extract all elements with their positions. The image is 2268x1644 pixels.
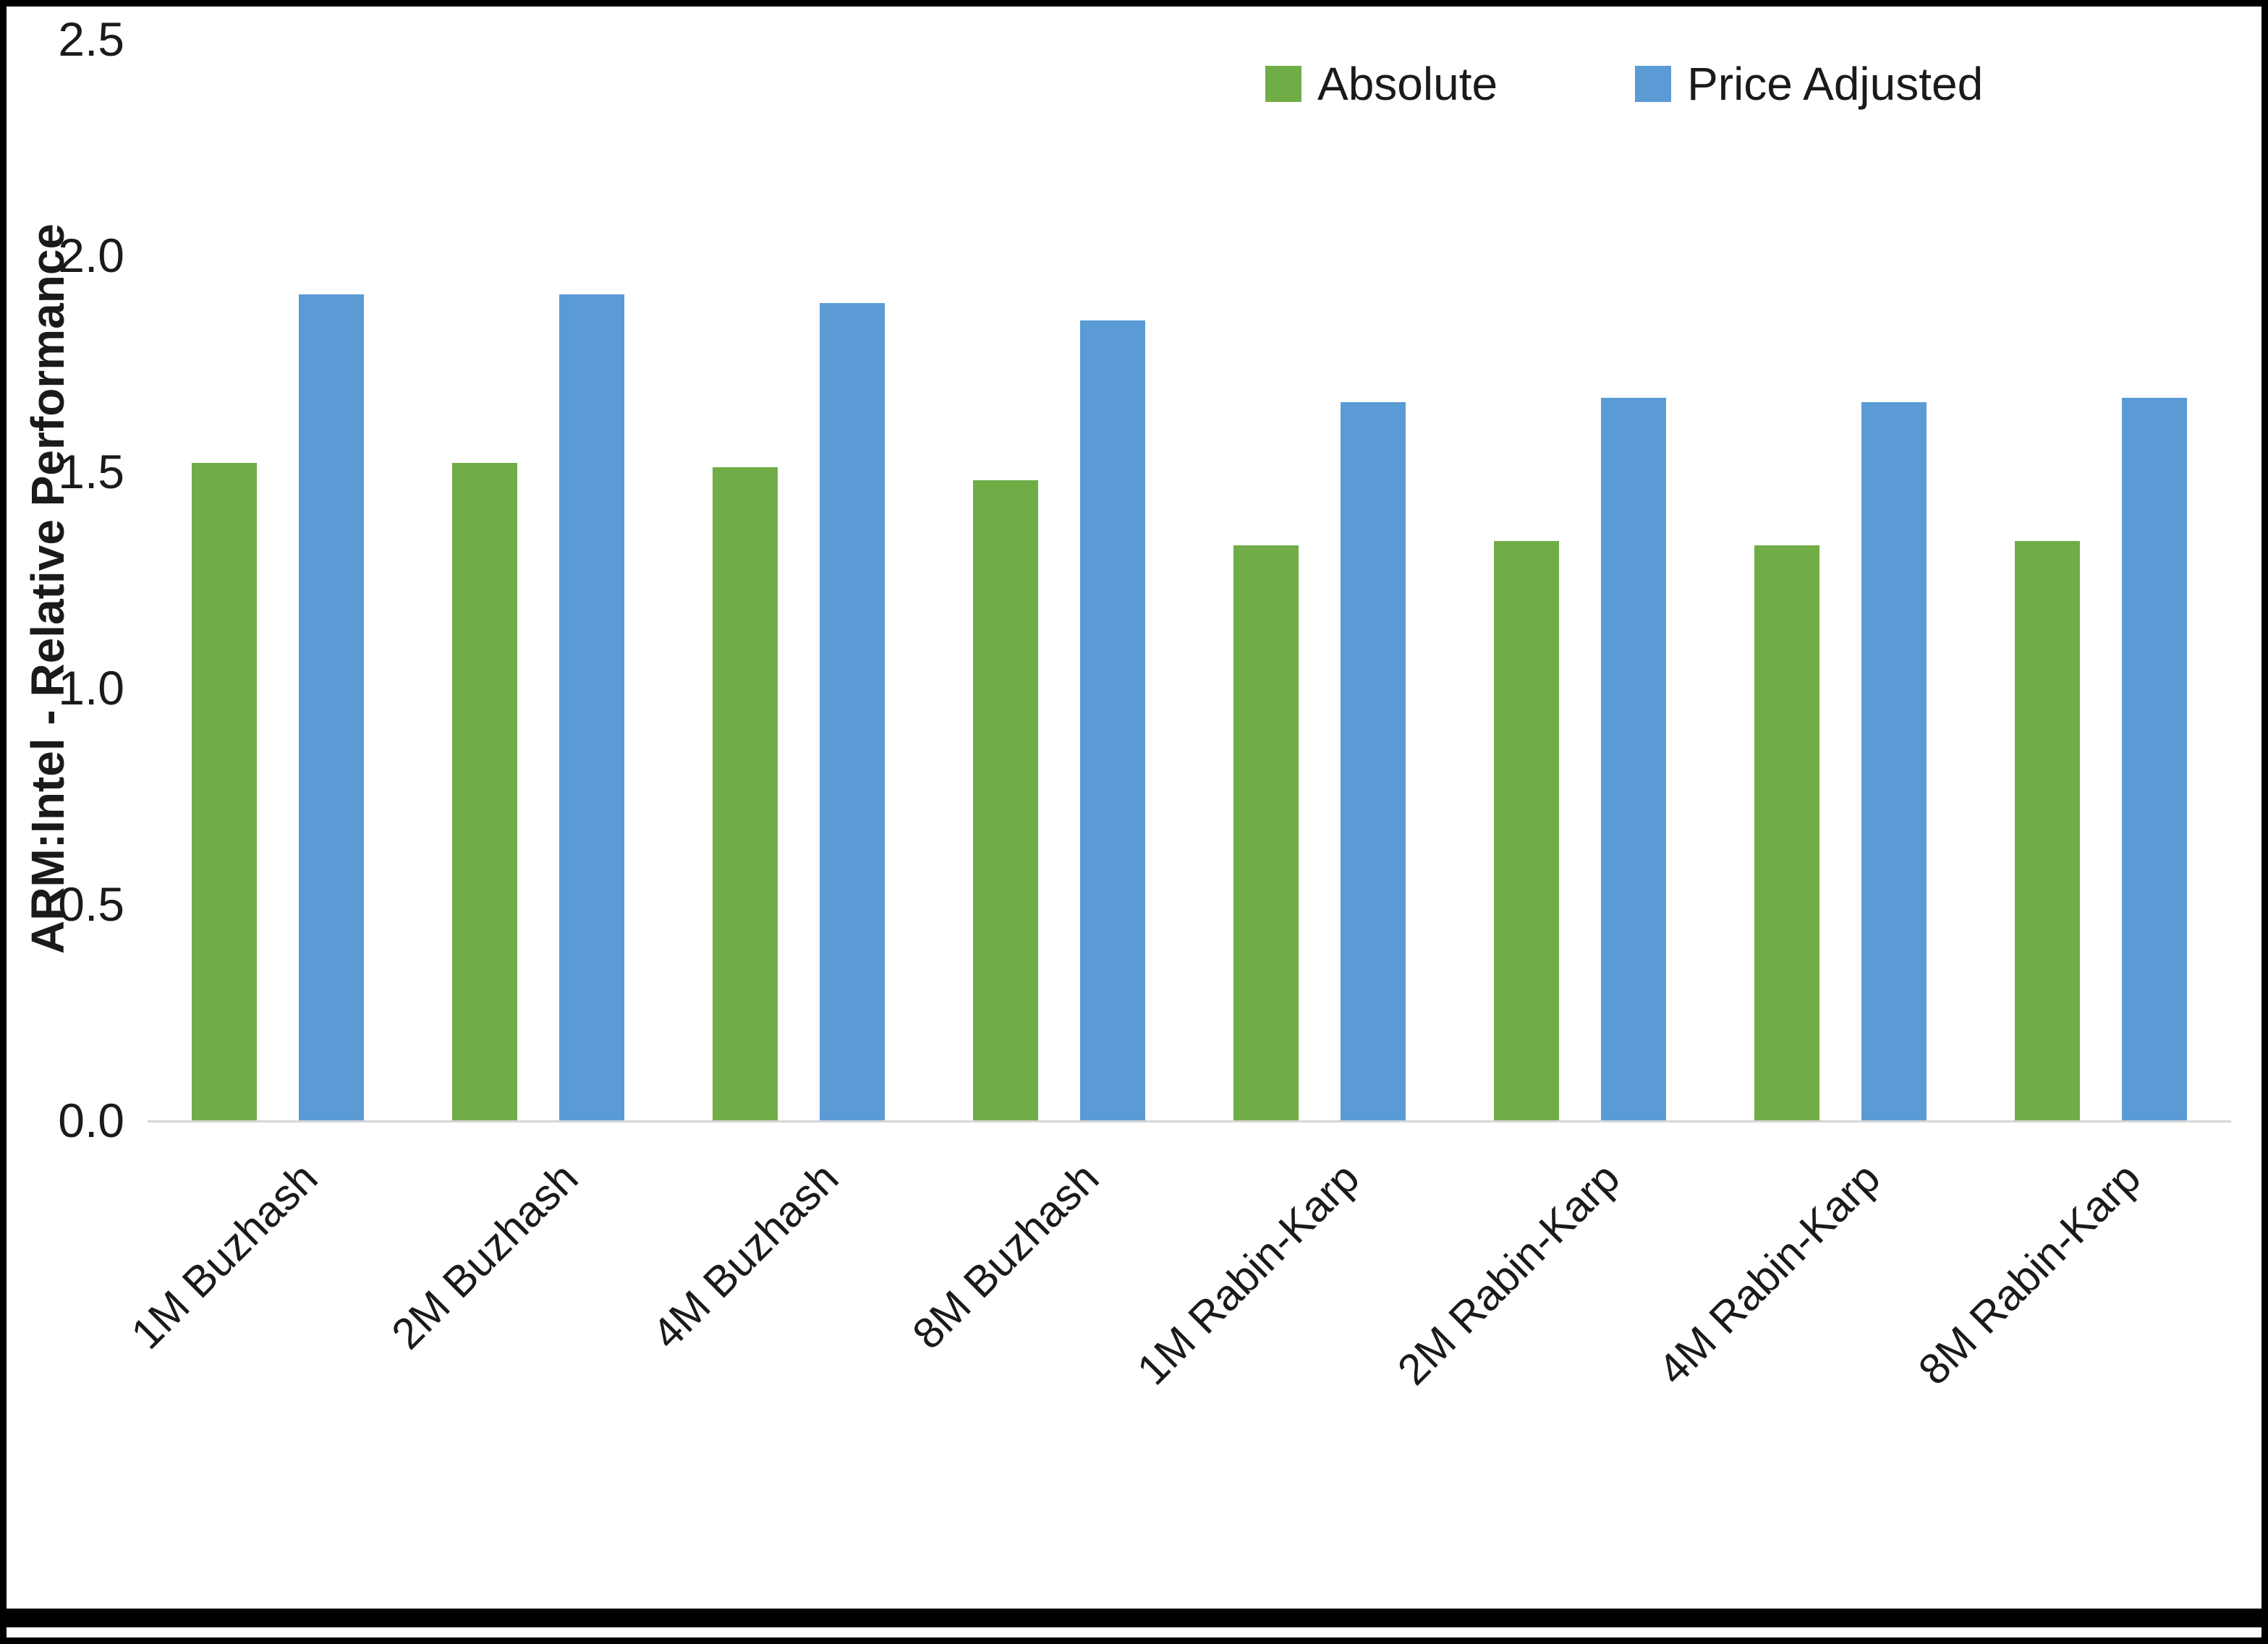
bar-group: [452, 39, 624, 1120]
y-axis: 0.0 0.5 1.0 1.5 2.0 2.5: [7, 12, 133, 1147]
y-tick-label: 2.0: [58, 229, 124, 282]
legend-swatch-absolute-icon: [1265, 66, 1301, 102]
y-tick-label: 1.5: [58, 445, 124, 498]
x-axis-label: 4M Buzhash: [642, 1153, 849, 1358]
bar-absolute: [1494, 540, 1559, 1120]
x-axis: 1M Buzhash 2M Buzhash 4M Buzhash 8M Buzhash…: [122, 1138, 2231, 1587]
y-tick-label: 0.5: [58, 877, 124, 931]
x-axis-line: [148, 1120, 2231, 1123]
bar-group: [1754, 39, 1927, 1120]
bar-price-adjusted: [820, 302, 885, 1120]
bar-price-adjusted: [1341, 402, 1406, 1120]
bar-group: [713, 39, 885, 1120]
bar-price-adjusted: [1601, 398, 1666, 1120]
bar-absolute: [1754, 545, 1819, 1120]
bar-group: [1494, 39, 1666, 1120]
x-axis-label: 2M Buzhash: [382, 1153, 588, 1358]
y-tick-label: 2.5: [58, 12, 124, 66]
legend: Absolute Price Adjusted: [1265, 57, 1983, 111]
x-axis-label: 4M Rabin-Karp: [1649, 1153, 1890, 1394]
bar-group: [1233, 39, 1406, 1120]
plot-area: [148, 39, 2231, 1120]
y-tick-label: 1.0: [58, 661, 124, 715]
bar-price-adjusted: [1080, 320, 1145, 1120]
y-tick-label: 0.0: [58, 1094, 124, 1147]
bar-absolute: [452, 463, 517, 1120]
legend-label-price-adjusted: Price Adjusted: [1687, 58, 1984, 110]
bar-absolute: [192, 463, 257, 1120]
bar-price-adjusted: [299, 294, 364, 1120]
legend-item-price-adjusted: Price Adjusted: [1635, 57, 1983, 111]
bar-group: [2015, 39, 2187, 1120]
legend-item-absolute: Absolute: [1265, 57, 1498, 111]
x-axis-label: 8M Buzhash: [903, 1153, 1109, 1358]
x-axis-label: 8M Rabin-Karp: [1909, 1153, 2151, 1394]
bar-price-adjusted: [1861, 402, 1927, 1120]
bar-price-adjusted: [2122, 398, 2187, 1120]
bottom-border-bar: [7, 1609, 2261, 1627]
legend-label-absolute: Absolute: [1317, 58, 1498, 110]
bar-group: [192, 39, 364, 1120]
bar-absolute: [713, 467, 778, 1120]
x-axis-label: 1M Rabin-Karp: [1128, 1153, 1369, 1394]
x-axis-label: 2M Rabin-Karp: [1388, 1153, 1630, 1394]
bar-absolute: [973, 480, 1038, 1120]
x-axis-label: 1M Buzhash: [122, 1153, 328, 1358]
bar-absolute: [2015, 540, 2080, 1120]
bar-absolute: [1233, 545, 1299, 1120]
bar-group: [973, 39, 1145, 1120]
legend-swatch-price-adjusted-icon: [1635, 66, 1672, 102]
bar-price-adjusted: [559, 294, 624, 1120]
